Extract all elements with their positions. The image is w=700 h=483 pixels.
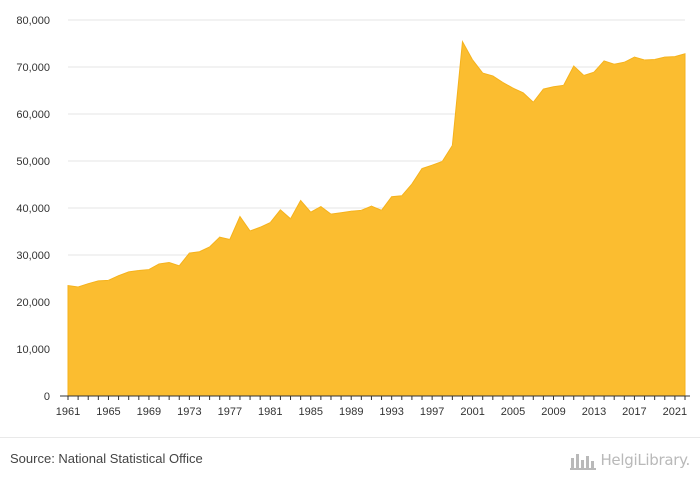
data-point [118,275,120,277]
brand-text: HelgiLibrary. [600,451,690,469]
data-point [148,269,150,271]
data-point [310,211,312,213]
data-point [381,209,383,211]
data-point [87,283,89,285]
data-point [249,230,251,232]
x-tick-label: 1993 [379,406,403,418]
data-point [623,61,625,63]
data-point [644,59,646,61]
data-point [532,101,534,103]
y-tick-label: 60,000 [16,109,50,121]
data-point [391,196,393,198]
helgi-library-logo-icon [570,454,597,470]
data-point [330,213,332,215]
data-point [138,270,140,272]
x-tick-label: 2017 [622,406,646,418]
data-point [542,88,544,90]
x-tick-label: 1973 [177,406,201,418]
footer-divider [0,437,700,438]
area-chart: 1961 1965 1969 1973 1977 1981 1985 1989 1993 1997… [16,15,690,418]
data-point [178,265,180,267]
data-point [97,280,99,282]
x-tick-label: 2013 [582,406,606,418]
data-point [77,286,79,288]
data-point [603,60,605,62]
data-point [158,263,160,265]
data-point [67,285,69,287]
data-point [613,63,615,65]
data-point [502,82,504,84]
data-point [553,86,555,88]
data-point [340,212,342,214]
data-point [441,160,443,162]
data-point [583,74,585,76]
x-tick-label: 2021 [663,406,687,418]
data-point [593,71,595,73]
data-point [360,209,362,211]
x-tick-label: 2009 [541,406,565,418]
x-tick-label: 2005 [501,406,525,418]
data-point [300,199,302,201]
x-tick-label: 2001 [460,406,484,418]
data-point [198,251,200,253]
series-area-layer [67,39,686,397]
x-tick-label: 1997 [420,406,444,418]
data-point [370,205,372,207]
y-tick-label: 80,000 [16,15,50,27]
data-point [633,56,635,58]
data-point [472,59,474,61]
brand-logo: HelgiLibrary. [570,448,690,472]
data-point [684,53,686,55]
y-tick-label: 70,000 [16,62,50,74]
x-tick-label: 1985 [299,406,323,418]
data-point [229,238,231,240]
y-tick-label: 10,000 [16,344,50,356]
data-point [461,41,463,43]
data-point [128,271,130,273]
y-tick-label: 0 [44,391,50,403]
x-tick-label: 1977 [218,406,242,418]
data-point [259,226,261,228]
data-point [350,210,352,212]
data-point [279,209,281,211]
data-point [522,92,524,94]
x-tick-label: 1989 [339,406,363,418]
data-point [674,56,676,58]
series-area [67,39,686,397]
data-point [431,164,433,166]
y-axis: 0 10,000 20,000 30,000 40,000 50,000 60,000 70,… [16,15,50,403]
data-point [320,206,322,208]
data-point [219,236,221,238]
data-point [411,183,413,185]
y-tick-label: 40,000 [16,203,50,215]
x-tick-label: 1969 [137,406,161,418]
data-point [107,279,109,281]
source-note: Source: National Statistical Office [10,451,203,466]
y-tick-label: 30,000 [16,250,50,262]
data-point [421,168,423,170]
data-point [188,252,190,254]
data-point [401,195,403,197]
data-point [239,215,241,217]
data-point [209,246,211,248]
data-point [482,72,484,74]
x-axis: 1961 1965 1969 1973 1977 1981 1985 1989 1993 1997… [56,395,690,418]
data-point [664,56,666,58]
data-point [451,144,453,146]
data-point [269,222,271,224]
data-point [168,262,170,264]
data-point [492,75,494,77]
x-tick-label: 1965 [96,406,120,418]
data-point [290,218,292,220]
y-tick-label: 50,000 [16,156,50,168]
data-point [654,58,656,60]
data-point [512,87,514,89]
data-point [563,84,565,86]
y-tick-label: 20,000 [16,297,50,309]
x-tick-label: 1961 [56,406,80,418]
x-tick-label: 1981 [258,406,282,418]
data-point [573,65,575,67]
